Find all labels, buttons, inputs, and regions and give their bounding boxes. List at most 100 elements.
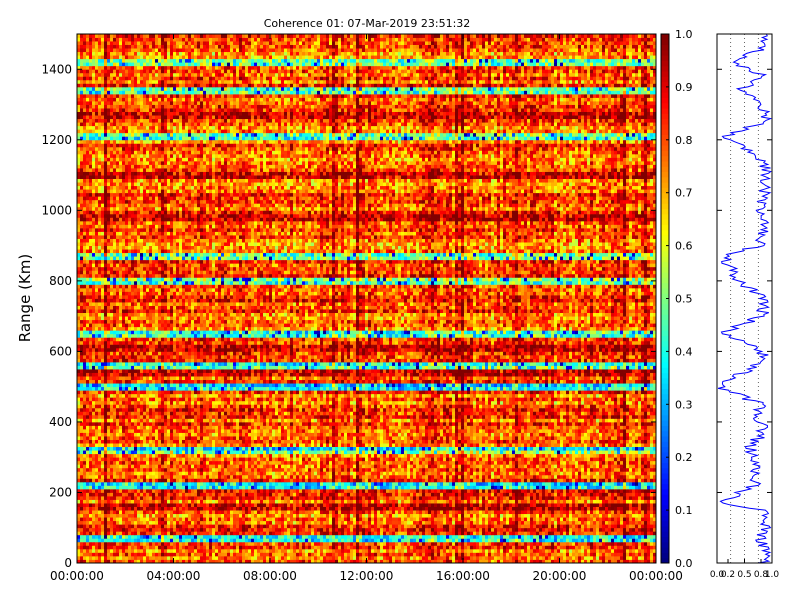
heatmap-cell (533, 528, 536, 532)
heatmap-cell (224, 531, 227, 535)
heatmap-cell (344, 521, 347, 525)
heatmap-cell (455, 524, 458, 528)
heatmap-cell (308, 542, 311, 546)
heatmap-cell (200, 538, 203, 542)
heatmap-cell (161, 521, 164, 525)
heatmap-cell (422, 545, 425, 549)
heatmap-cell (464, 552, 467, 556)
heatmap-cell (218, 524, 221, 528)
heatmap-cell (590, 528, 593, 532)
heatmap-cell (122, 552, 125, 556)
heatmap-cell (290, 535, 293, 539)
heatmap-cell (101, 521, 104, 525)
heatmap-cell (245, 528, 248, 532)
heatmap-cell (515, 552, 518, 556)
heatmap-cell (428, 524, 431, 528)
heatmap-cell (452, 535, 455, 539)
heatmap-cell (602, 528, 605, 532)
heatmap-cell (266, 521, 269, 525)
heatmap-cell (326, 524, 329, 528)
heatmap-cell (290, 538, 293, 542)
heatmap-cell (347, 542, 350, 546)
heatmap-cell (467, 538, 470, 542)
heatmap-cell (437, 531, 440, 535)
heatmap-cell (530, 552, 533, 556)
heatmap-cell (254, 528, 257, 532)
heatmap-cell (251, 556, 254, 560)
heatmap-cell (518, 524, 521, 528)
heatmap-cell (197, 556, 200, 560)
heatmap-cell (353, 538, 356, 542)
heatmap-cell (107, 524, 110, 528)
heatmap-cell (617, 535, 620, 539)
heatmap-cell (314, 556, 317, 560)
heatmap-cell (395, 556, 398, 560)
heatmap-cell (608, 549, 611, 553)
heatmap-cell (194, 549, 197, 553)
heatmap-cell (293, 556, 296, 560)
heatmap-cell (392, 556, 395, 560)
heatmap-cell (311, 556, 314, 560)
heatmap-cell (320, 545, 323, 549)
heatmap-cell (374, 538, 377, 542)
heatmap-cell (449, 524, 452, 528)
heatmap-cell (137, 545, 140, 549)
heatmap-cell (401, 531, 404, 535)
heatmap-cell (608, 542, 611, 546)
heatmap-cell (329, 542, 332, 546)
heatmap-cell (587, 538, 590, 542)
heatmap-cell (431, 552, 434, 556)
heatmap-cell (197, 549, 200, 553)
heatmap-cell (599, 538, 602, 542)
heatmap-cell (632, 545, 635, 549)
heatmap-cell (608, 531, 611, 535)
heatmap-cell (335, 552, 338, 556)
heatmap-cell (335, 535, 338, 539)
heatmap-cell (248, 531, 251, 535)
heatmap-cell (482, 524, 485, 528)
heatmap-cell (266, 535, 269, 539)
heatmap-cell (233, 538, 236, 542)
heatmap-cell (608, 524, 611, 528)
heatmap-cell (614, 549, 617, 553)
heatmap-cell (80, 521, 83, 525)
heatmap-cell (89, 552, 92, 556)
heatmap-cell (374, 531, 377, 535)
heatmap-cell (539, 535, 542, 539)
heatmap-cell (446, 556, 449, 560)
heatmap-cell (515, 538, 518, 542)
heatmap-cell (530, 528, 533, 532)
heatmap-cell (281, 549, 284, 553)
heatmap-cell (440, 545, 443, 549)
heatmap-cell (353, 549, 356, 553)
heatmap-cell (449, 538, 452, 542)
heatmap-cell (272, 549, 275, 553)
heatmap-cell (470, 524, 473, 528)
heatmap-cell (248, 528, 251, 532)
heatmap-cell (107, 549, 110, 553)
heatmap-cell (239, 524, 242, 528)
heatmap-cell (212, 549, 215, 553)
heatmap-cell (326, 549, 329, 553)
heatmap-cell (293, 535, 296, 539)
heatmap-cell (539, 524, 542, 528)
heatmap-cell (650, 552, 653, 556)
heatmap-cell (617, 552, 620, 556)
heatmap-cell (638, 549, 641, 553)
heatmap-cell (173, 535, 176, 539)
heatmap-cell (158, 542, 161, 546)
heatmap-cell (644, 538, 647, 542)
heatmap-cell (287, 556, 290, 560)
heatmap-cell (578, 549, 581, 553)
heatmap-cell (197, 545, 200, 549)
heatmap-cell (101, 528, 104, 532)
heatmap-cell (227, 552, 230, 556)
heatmap-cell (398, 528, 401, 532)
heatmap-cell (98, 521, 101, 525)
heatmap-cell (254, 545, 257, 549)
heatmap-cell (362, 521, 365, 525)
heatmap-cell (341, 545, 344, 549)
heatmap-cell (488, 556, 491, 560)
heatmap-cell (413, 538, 416, 542)
heatmap-cell (92, 549, 95, 553)
